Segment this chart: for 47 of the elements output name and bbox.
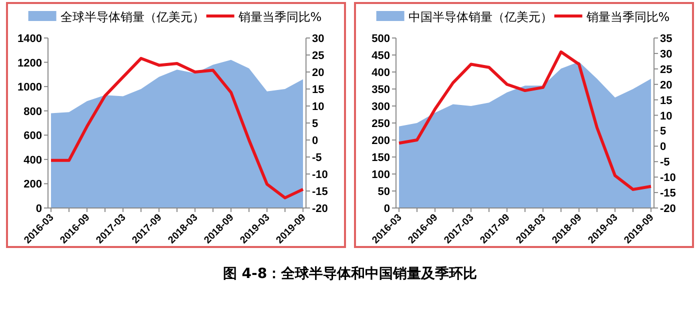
y2-tick-label: -5: [312, 152, 322, 164]
y-tick-label: 100: [372, 169, 390, 181]
y2-tick-label: 10: [312, 101, 324, 113]
y-tick-label: 1000: [18, 82, 42, 94]
y2-tick-label: -20: [312, 203, 328, 215]
legend-label: 全球半导体销量（亿美元）: [60, 10, 204, 24]
y2-tick-label: 25: [312, 50, 324, 62]
y-tick-label: 200: [24, 178, 42, 191]
y2-tick-label: -15: [660, 188, 676, 200]
y-tick-label: 50: [378, 186, 390, 198]
legend-label: 销量当季同比%: [237, 10, 322, 24]
y-tick-label: 400: [24, 154, 42, 166]
text: 图 4-8：全球半导体和中国销量及季环比: [222, 265, 478, 283]
y-tick-label: 0: [384, 203, 390, 215]
y2-tick-label: -10: [312, 169, 328, 181]
y-tick-label: 1200: [18, 57, 42, 70]
y2-tick-label: 35: [660, 33, 672, 45]
y-tick-label: 200: [372, 135, 390, 147]
y-tick-label: 500: [372, 33, 390, 45]
y2-tick-label: 15: [660, 94, 672, 107]
y-tick-label: 1400: [18, 33, 42, 45]
y-tick-label: 300: [372, 101, 390, 113]
y2-tick-label: 0: [312, 135, 318, 147]
y2-tick-label: 15: [312, 84, 324, 96]
y-tick-label: 350: [372, 84, 390, 96]
y2-tick-label: -20: [660, 203, 676, 215]
y-tick-label: 150: [372, 152, 390, 164]
y-tick-label: 0: [36, 203, 42, 215]
y-tick-label: 800: [24, 106, 42, 118]
y2-tick-label: 25: [660, 64, 672, 76]
y-tick-label: 600: [24, 130, 42, 142]
y2-tick-label: 20: [660, 79, 672, 92]
y2-tick-label: 0: [660, 141, 666, 154]
y2-tick-label: -10: [660, 172, 676, 184]
y2-tick-label: 30: [660, 48, 672, 60]
y2-tick-label: 30: [312, 33, 324, 45]
legend-label: 中国半导体销量（亿美元）: [408, 10, 552, 24]
y2-tick-label: 10: [660, 110, 672, 122]
legend-label: 销量当季同比%: [585, 10, 670, 24]
y-tick-label: 400: [372, 67, 390, 79]
y2-tick-label: -5: [660, 156, 670, 169]
y2-tick-label: 5: [660, 126, 666, 138]
y2-tick-label: 20: [312, 67, 324, 79]
y2-tick-label: -15: [312, 186, 328, 198]
y-tick-label: 450: [372, 50, 390, 62]
y-tick-label: 250: [372, 118, 390, 130]
y2-tick-label: 5: [312, 118, 318, 130]
